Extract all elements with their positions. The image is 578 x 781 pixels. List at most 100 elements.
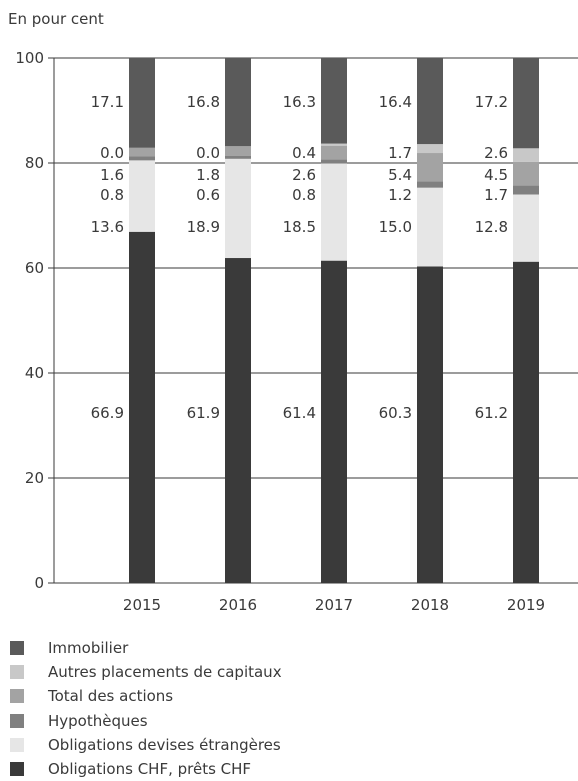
- data-label: 0.8: [292, 186, 316, 204]
- data-label-bg: [471, 145, 509, 162]
- data-label: 1.2: [388, 186, 412, 204]
- data-label-bg: [375, 187, 413, 204]
- legend-item: Hypothèques: [10, 709, 282, 733]
- data-label: 16.8: [187, 93, 220, 111]
- data-label: 2.6: [484, 144, 508, 162]
- data-label-bg: [183, 145, 221, 162]
- bar-segment: [321, 260, 347, 583]
- bar-segment: [129, 147, 155, 157]
- data-label-bg: [471, 405, 509, 422]
- y-tick-label: 20: [25, 469, 44, 487]
- data-label-bg: [279, 219, 317, 236]
- bar-segment: [225, 155, 251, 159]
- data-label: 1.6: [100, 166, 124, 184]
- data-label-bg: [183, 219, 221, 236]
- data-label-bg: [87, 187, 125, 204]
- bar-segment: [225, 146, 251, 156]
- data-label-bg: [375, 145, 413, 162]
- data-label: 2.6: [292, 166, 316, 184]
- bar-segment: [513, 194, 539, 262]
- legend-label: Obligations CHF, prêts CHF: [48, 760, 252, 779]
- data-label: 16.3: [283, 93, 316, 111]
- legend-label: Autres placements de capitaux: [48, 663, 282, 682]
- legend-label: Total des actions: [48, 687, 174, 706]
- legend-swatch: [10, 641, 24, 656]
- data-label-bg: [87, 405, 125, 422]
- bar-segment: [129, 58, 155, 148]
- bar-segment: [321, 159, 347, 164]
- legend-label: Hypothèques: [48, 711, 148, 730]
- data-label: 1.7: [484, 186, 508, 204]
- data-label: 61.9: [187, 404, 220, 422]
- bar-segment: [513, 261, 539, 583]
- x-tick-label: 2015: [123, 596, 161, 614]
- data-label-bg: [471, 187, 509, 204]
- bar-segment: [513, 185, 539, 195]
- data-label-bg: [279, 167, 317, 184]
- legend-label: Immobilier: [48, 639, 129, 658]
- data-label: 18.9: [187, 218, 220, 236]
- data-label-bg: [375, 94, 413, 111]
- legend-swatch: [10, 689, 24, 704]
- legend-item: Immobilier: [10, 636, 282, 660]
- data-label-bg: [471, 94, 509, 111]
- bar-segment: [513, 148, 539, 162]
- data-label-bg: [183, 167, 221, 184]
- data-label-bg: [87, 94, 125, 111]
- legend-item: Total des actions: [10, 684, 282, 708]
- data-label-bg: [279, 145, 317, 162]
- data-label: 13.6: [91, 218, 124, 236]
- y-tick-label: 100: [15, 49, 44, 67]
- bar-segment: [417, 58, 443, 145]
- data-label: 12.8: [475, 218, 508, 236]
- stacked-bar-chart: 0 20 40 60 80 100 2015 2016 2017 2018 2019 66.9 13.6…: [15, 49, 578, 614]
- legend-swatch: [10, 737, 24, 752]
- data-label: 0.6: [196, 186, 220, 204]
- legend-swatch: [10, 665, 24, 680]
- bar-segment: [321, 58, 347, 144]
- data-label: 0.0: [100, 144, 124, 162]
- bar-segment: [513, 58, 539, 149]
- y-tick-label: 80: [25, 154, 44, 172]
- data-label-bg: [375, 219, 413, 236]
- legend: Immobilier Autres placements de capitaux…: [10, 636, 282, 781]
- legend-swatch: [10, 713, 24, 728]
- data-label-bg: [183, 94, 221, 111]
- bar-segment: [321, 143, 347, 146]
- data-label-bg: [279, 187, 317, 204]
- data-label-bg: [87, 219, 125, 236]
- bar-segment: [129, 231, 155, 583]
- bar-segment: [225, 158, 251, 259]
- data-label-bg: [87, 167, 125, 184]
- data-label: 0.4: [292, 144, 316, 162]
- bar-segment: [225, 58, 251, 147]
- data-label-bg: [471, 167, 509, 184]
- data-label: 15.0: [379, 218, 412, 236]
- bar-segment: [321, 145, 347, 160]
- data-label: 1.7: [388, 144, 412, 162]
- x-tick-label: 2018: [411, 596, 449, 614]
- bar-segment: [417, 153, 443, 182]
- legend-swatch: [10, 762, 24, 777]
- data-label: 5.4: [388, 166, 412, 184]
- bar-segment: [129, 160, 155, 232]
- data-label: 1.8: [196, 166, 220, 184]
- data-label-bg: [279, 405, 317, 422]
- data-label: 17.2: [475, 93, 508, 111]
- y-axis-unit-label: En pour cent: [8, 10, 104, 28]
- y-tick-label: 40: [25, 364, 44, 382]
- data-label: 61.4: [283, 404, 316, 422]
- legend-item: Obligations devises étrangères: [10, 733, 282, 757]
- data-label-bg: [471, 219, 509, 236]
- y-tick-label: 60: [25, 259, 44, 277]
- data-label: 0.0: [196, 144, 220, 162]
- legend-label: Obligations devises étrangères: [48, 735, 281, 754]
- x-tick-label: 2019: [507, 596, 545, 614]
- data-label: 0.8: [100, 186, 124, 204]
- bar-segment: [417, 181, 443, 188]
- legend-item: Autres placements de capitaux: [10, 660, 282, 684]
- legend-item: Obligations CHF, prêts CHF: [10, 757, 282, 781]
- data-label: 18.5: [283, 218, 316, 236]
- data-label: 60.3: [379, 404, 412, 422]
- data-label-bg: [87, 145, 125, 162]
